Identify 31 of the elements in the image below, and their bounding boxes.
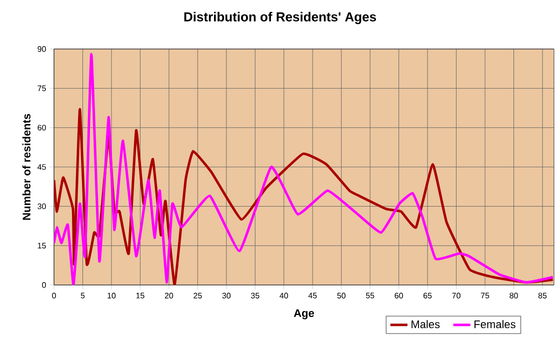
- x-tick-label: 10: [108, 292, 116, 298]
- y-tick-label: 45: [37, 164, 46, 170]
- y-axis-title: Number of residents: [22, 114, 30, 220]
- y-tick-label: 0: [42, 282, 46, 288]
- x-tick-label: 20: [164, 292, 174, 298]
- y-tick-label: 30: [38, 203, 46, 210]
- y-tick-label: 60: [38, 124, 46, 130]
- x-tick-label: 45: [308, 292, 317, 298]
- chart-title: Distribution of Residents' Ages: [184, 12, 376, 24]
- x-tick-label: 50: [337, 292, 346, 298]
- x-tick-label: 35: [251, 292, 260, 298]
- y-tick-label: 75: [38, 86, 46, 92]
- x-tick-label: 75: [480, 292, 490, 298]
- x-tick-label: 40: [280, 292, 288, 298]
- x-tick-label: 5: [80, 292, 85, 298]
- x-axis-title: Age: [294, 309, 314, 320]
- x-tick-label: 30: [222, 292, 231, 298]
- x-tick-label: 80: [510, 292, 518, 298]
- x-tick-label: 15: [136, 292, 144, 298]
- legend-label: Males: [412, 320, 440, 328]
- legend-label: Females: [474, 320, 516, 328]
- x-tick-label: 55: [366, 292, 374, 298]
- x-tick-label: 65: [424, 292, 432, 298]
- x-tick-label: 60: [394, 292, 403, 298]
- y-tick-label: 90: [38, 46, 46, 52]
- line-series: [54, 52, 554, 285]
- x-tick-label: 70: [452, 292, 460, 298]
- y-tick-label: 15: [38, 242, 46, 248]
- x-tick-label: 25: [194, 292, 202, 298]
- x-tick-label: 0: [52, 292, 56, 298]
- x-tick-label: 85: [538, 292, 547, 298]
